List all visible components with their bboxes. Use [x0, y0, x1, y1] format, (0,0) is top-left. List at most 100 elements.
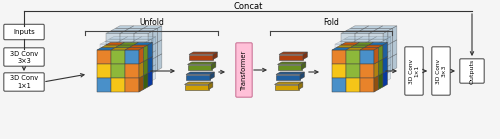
Polygon shape	[152, 65, 156, 81]
Polygon shape	[360, 28, 378, 31]
Polygon shape	[346, 50, 360, 64]
Polygon shape	[114, 42, 133, 44]
Polygon shape	[370, 31, 388, 33]
Polygon shape	[133, 39, 152, 42]
Polygon shape	[388, 42, 392, 59]
Polygon shape	[378, 73, 383, 90]
Polygon shape	[147, 67, 152, 84]
Polygon shape	[356, 61, 370, 75]
Polygon shape	[125, 48, 144, 50]
Polygon shape	[350, 42, 368, 44]
Text: Concat: Concat	[234, 2, 262, 11]
Polygon shape	[360, 78, 374, 92]
Polygon shape	[138, 37, 156, 39]
Polygon shape	[378, 45, 383, 61]
Polygon shape	[152, 37, 156, 53]
Polygon shape	[279, 54, 303, 59]
Polygon shape	[382, 53, 386, 70]
Polygon shape	[374, 48, 378, 64]
Polygon shape	[274, 85, 298, 90]
Polygon shape	[336, 72, 349, 86]
Text: 3D Conv
1×1: 3D Conv 1×1	[10, 75, 38, 89]
Polygon shape	[364, 42, 382, 44]
Polygon shape	[120, 61, 134, 75]
Polygon shape	[386, 37, 390, 53]
Polygon shape	[142, 70, 147, 86]
Polygon shape	[364, 72, 378, 86]
Polygon shape	[100, 42, 119, 44]
Polygon shape	[383, 56, 388, 73]
Polygon shape	[350, 45, 369, 48]
Polygon shape	[120, 33, 134, 47]
Polygon shape	[128, 72, 142, 86]
Polygon shape	[186, 72, 214, 75]
Polygon shape	[189, 54, 213, 59]
Polygon shape	[139, 75, 143, 92]
Polygon shape	[134, 33, 148, 47]
Polygon shape	[386, 65, 390, 81]
Polygon shape	[336, 45, 355, 48]
Polygon shape	[382, 39, 386, 56]
Polygon shape	[142, 56, 147, 72]
Polygon shape	[356, 33, 370, 47]
Polygon shape	[111, 64, 125, 78]
Polygon shape	[148, 45, 153, 61]
Polygon shape	[184, 85, 208, 90]
Polygon shape	[378, 70, 382, 86]
Polygon shape	[374, 61, 378, 78]
Text: Unfold: Unfold	[139, 18, 164, 27]
Text: 3D Conv
1×1: 3D Conv 1×1	[408, 59, 420, 84]
Polygon shape	[350, 26, 369, 28]
Polygon shape	[134, 42, 152, 45]
Polygon shape	[188, 64, 212, 70]
Polygon shape	[111, 50, 125, 64]
Polygon shape	[388, 56, 392, 73]
Polygon shape	[144, 73, 148, 90]
FancyBboxPatch shape	[432, 47, 450, 95]
Text: 3D Conv
3×3: 3D Conv 3×3	[436, 59, 446, 84]
Polygon shape	[386, 51, 390, 67]
Polygon shape	[382, 67, 386, 84]
Polygon shape	[120, 31, 139, 33]
Polygon shape	[124, 37, 142, 39]
Polygon shape	[148, 56, 152, 73]
Polygon shape	[125, 28, 144, 31]
Polygon shape	[346, 28, 364, 31]
Polygon shape	[212, 62, 216, 70]
Polygon shape	[364, 44, 378, 58]
Polygon shape	[144, 26, 162, 28]
Text: Outputs: Outputs	[470, 58, 474, 84]
Polygon shape	[369, 42, 388, 45]
Polygon shape	[392, 54, 397, 70]
FancyBboxPatch shape	[405, 47, 423, 95]
Polygon shape	[298, 82, 303, 90]
Polygon shape	[342, 47, 355, 61]
Text: 3D Conv
3×3: 3D Conv 3×3	[10, 50, 38, 64]
Polygon shape	[332, 78, 346, 92]
Polygon shape	[148, 42, 152, 59]
Polygon shape	[274, 82, 303, 85]
Polygon shape	[378, 59, 383, 75]
Polygon shape	[360, 48, 378, 50]
Polygon shape	[364, 58, 378, 72]
Polygon shape	[372, 37, 390, 39]
Polygon shape	[119, 39, 138, 42]
Polygon shape	[346, 48, 364, 50]
Polygon shape	[360, 50, 374, 64]
Polygon shape	[130, 26, 148, 28]
Polygon shape	[97, 78, 111, 92]
Polygon shape	[276, 75, 300, 80]
Polygon shape	[134, 61, 148, 75]
Polygon shape	[105, 39, 124, 42]
Polygon shape	[130, 45, 148, 48]
Polygon shape	[336, 58, 349, 72]
Polygon shape	[125, 64, 139, 78]
Polygon shape	[114, 72, 128, 86]
Polygon shape	[106, 33, 120, 47]
Polygon shape	[346, 78, 360, 92]
Polygon shape	[111, 78, 125, 92]
Polygon shape	[279, 52, 308, 54]
Polygon shape	[355, 42, 374, 45]
Polygon shape	[188, 62, 216, 64]
Polygon shape	[111, 48, 130, 50]
